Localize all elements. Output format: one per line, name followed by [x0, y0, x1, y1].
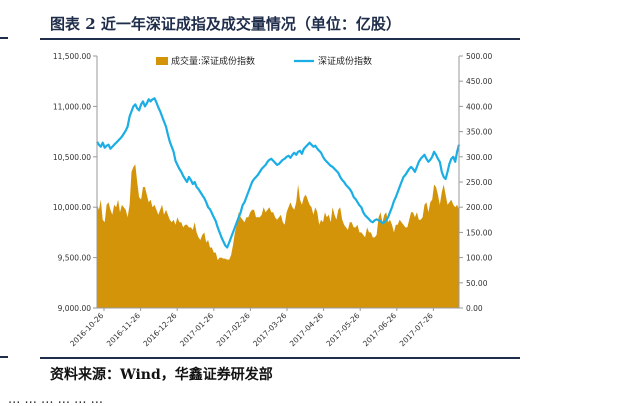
legend-label-index: 深证成份指数 [318, 55, 372, 67]
x-tick-label: 2017-04-26 [288, 311, 325, 348]
chart-title: 图表 2 近一年深证成指及成交量情况（单位：亿股） [50, 15, 401, 33]
right-tick-label: 500.00 [466, 52, 492, 61]
index-line [96, 97, 461, 249]
right-tick-label: 300.00 [466, 153, 492, 162]
left-tick-label: 10,000.00 [53, 203, 91, 212]
x-tick-label: 2017-07-26 [398, 311, 435, 348]
x-tick-label: 2016-11-26 [105, 311, 142, 348]
x-tick-label: 2017-02-26 [215, 311, 252, 348]
left-rule-bottom [0, 356, 8, 358]
right-tick-label: 250.00 [466, 178, 492, 187]
source-rule [40, 357, 520, 359]
right-tick-label: 400.00 [466, 102, 492, 111]
right-tick-label: 100.00 [466, 254, 492, 263]
right-tick-label: 150.00 [466, 228, 492, 237]
title-rule [40, 38, 520, 40]
x-tick-label: 2017-03-26 [251, 311, 288, 348]
chart: 9,000.00 9,500.00 10,000.00 10,500.00 11,000… [53, 52, 493, 348]
right-tick-label: 0.00 [466, 304, 483, 313]
legend-swatch-volume [156, 57, 168, 65]
left-tick-label: 9,500.00 [58, 254, 92, 263]
right-tick-label: 200.00 [466, 203, 492, 212]
bottom-text-fragment: ... ... ... ... ... ... [8, 392, 104, 406]
left-tick-label: 11,000.00 [53, 102, 91, 111]
right-tick-label: 50.00 [466, 279, 488, 288]
x-tick-label: 2016-10-26 [68, 311, 105, 348]
right-tick-label: 450.00 [466, 77, 492, 86]
x-tick-label: 2017-06-26 [361, 311, 398, 348]
volume-area [97, 164, 459, 308]
x-tick-label: 2017-01-26 [178, 311, 215, 348]
legend-label-volume: 成交量:深证成份指数 [171, 55, 255, 67]
left-tick-label: 9,000.00 [58, 304, 92, 313]
right-tick-label: 350.00 [466, 128, 492, 137]
source-note: 资料来源：Wind，华鑫证券研发部 [50, 367, 273, 383]
x-tick-label: 2016-12-26 [141, 311, 178, 348]
x-tick-label: 2017-05-26 [324, 311, 361, 348]
left-tick-label: 11,500.00 [53, 52, 91, 61]
left-rule-top [0, 37, 8, 39]
left-tick-label: 10,500.00 [53, 153, 91, 162]
